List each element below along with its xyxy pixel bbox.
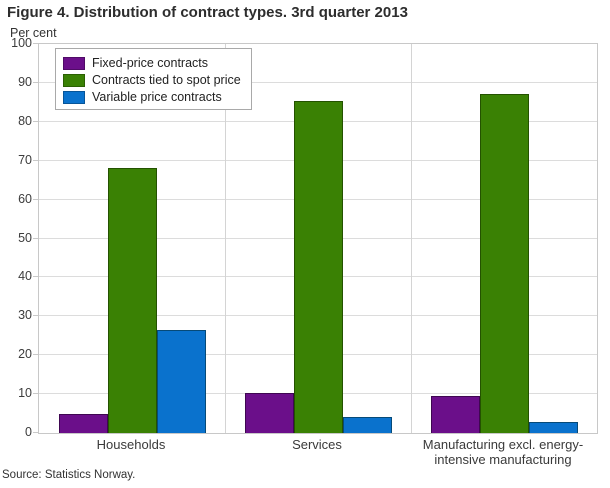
y-tick-mark-10: [33, 393, 38, 394]
gridline-90: [39, 82, 597, 83]
legend-item-0: Fixed-price contracts: [63, 56, 245, 70]
bar-fixed-price-contracts-group-0: [59, 414, 108, 433]
y-tick-label-70: 70: [18, 153, 32, 167]
y-tick-label-90: 90: [18, 75, 32, 89]
y-axis-unit-label: Per cent: [10, 26, 57, 40]
category-separator-1: [225, 44, 226, 433]
legend-item-2: Variable price contracts: [63, 90, 245, 104]
y-tick-label-80: 80: [18, 114, 32, 128]
legend-item-1: Contracts tied to spot price: [63, 73, 245, 87]
legend-swatch-icon: [63, 73, 85, 87]
y-tick-mark-50: [33, 238, 38, 239]
y-tick-mark-90: [33, 82, 38, 83]
y-tick-mark-30: [33, 315, 38, 316]
y-tick-label-40: 40: [18, 269, 32, 283]
legend-swatch-icon: [63, 56, 85, 70]
y-tick-label-20: 20: [18, 347, 32, 361]
y-tick-mark-40: [33, 276, 38, 277]
legend: Fixed-price contracts Contracts tied to s…: [55, 48, 252, 110]
y-tick-mark-60: [33, 199, 38, 200]
bar-variable-price-contracts-group-2: [529, 422, 578, 433]
x-category-label-2: Manufacturing excl. energy-intensive man…: [422, 437, 584, 467]
bar-fixed-price-contracts-group-2: [431, 396, 480, 433]
y-tick-label-100: 100: [11, 36, 32, 50]
y-tick-label-0: 0: [25, 425, 32, 439]
y-tick-label-10: 10: [18, 386, 32, 400]
legend-swatch-icon: [63, 90, 85, 104]
legend-label: Contracts tied to spot price: [92, 73, 241, 87]
bar-contracts-tied-to-spot-price-group-1: [294, 101, 343, 433]
legend-label: Fixed-price contracts: [92, 56, 209, 70]
x-category-label-1: Services: [292, 437, 342, 452]
y-tick-label-30: 30: [18, 308, 32, 322]
y-tick-label-50: 50: [18, 231, 32, 245]
legend-label: Variable price contracts: [92, 90, 222, 104]
bar-variable-price-contracts-group-0: [157, 330, 206, 433]
bar-contracts-tied-to-spot-price-group-2: [480, 94, 529, 433]
y-tick-mark-80: [33, 121, 38, 122]
chart-title: Figure 4. Distribution of contract types…: [7, 4, 408, 21]
y-tick-mark-20: [33, 354, 38, 355]
bar-contracts-tied-to-spot-price-group-0: [108, 168, 157, 433]
y-tick-label-60: 60: [18, 192, 32, 206]
category-separator-2: [411, 44, 412, 433]
bar-variable-price-contracts-group-1: [343, 417, 392, 433]
source-note: Source: Statistics Norway.: [2, 469, 136, 481]
y-tick-mark-100: [33, 43, 38, 44]
y-tick-mark-0: [33, 432, 38, 433]
x-category-label-0: Households: [96, 437, 166, 452]
y-tick-mark-70: [33, 160, 38, 161]
bar-fixed-price-contracts-group-1: [245, 393, 294, 433]
plot-area: [38, 43, 598, 434]
